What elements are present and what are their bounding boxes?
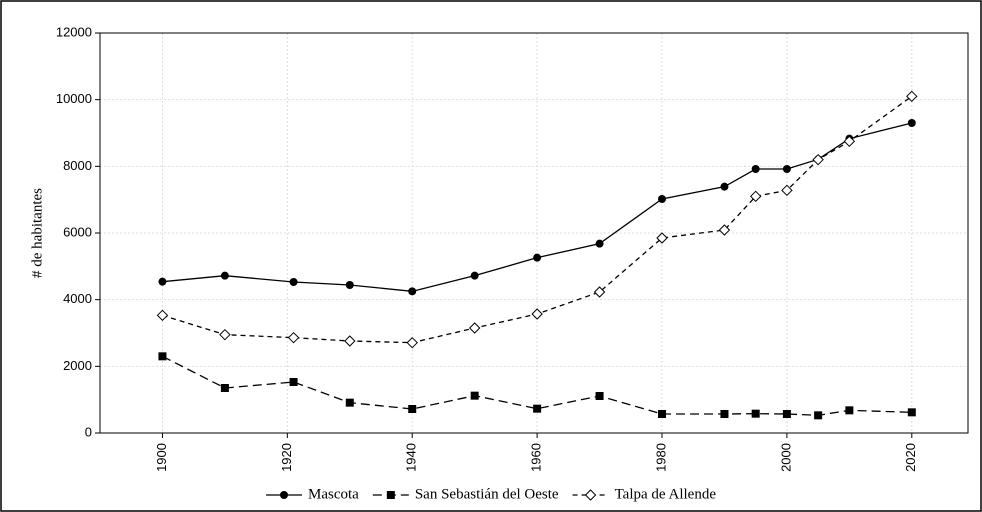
point [408, 287, 417, 296]
point [595, 392, 604, 400]
y-tick-label: 4000 [63, 291, 92, 306]
legend-marker [584, 489, 597, 501]
point [595, 239, 604, 248]
point [408, 405, 417, 413]
point [345, 281, 354, 289]
point [781, 184, 793, 197]
point [843, 135, 856, 148]
point [289, 278, 298, 286]
point [751, 409, 760, 418]
legend-marker [280, 491, 289, 499]
x-tick-label: 1980 [653, 443, 668, 472]
y-tick-label: 10000 [56, 91, 92, 106]
y-axis-label: # de habitantes [29, 188, 45, 278]
point [749, 190, 762, 203]
point [219, 328, 231, 341]
point [533, 404, 542, 413]
point [907, 119, 916, 127]
point [287, 331, 300, 344]
point [220, 271, 229, 280]
point [406, 336, 418, 349]
point [289, 378, 298, 386]
y-tick-label: 12000 [56, 24, 92, 39]
point [907, 408, 916, 417]
legend-label: Talpa de Allende [615, 486, 717, 502]
point [782, 165, 791, 173]
legend-marker [386, 491, 395, 499]
point [751, 165, 760, 173]
point [156, 309, 169, 322]
point [345, 398, 354, 407]
point [344, 335, 356, 347]
x-tick-label: 1940 [404, 443, 419, 472]
point [720, 182, 729, 191]
x-tick-label: 1960 [529, 443, 544, 472]
point [158, 352, 167, 361]
point [814, 411, 823, 420]
point [531, 308, 543, 320]
y-tick-label: 0 [85, 424, 92, 439]
point [812, 153, 824, 166]
point [220, 384, 229, 392]
plot-area [99, 32, 969, 434]
x-tick-label: 1920 [279, 443, 294, 472]
point [593, 286, 606, 298]
point [656, 232, 668, 244]
y-tick-label: 8000 [63, 158, 92, 173]
point [470, 391, 479, 400]
point [468, 322, 481, 334]
point [906, 90, 918, 103]
point [782, 410, 791, 418]
legend-label: Mascota [308, 486, 359, 502]
point [470, 271, 479, 280]
y-tick-label: 2000 [63, 358, 92, 373]
point [533, 253, 542, 262]
point [658, 195, 667, 203]
y-tick-label: 6000 [63, 224, 92, 239]
point [718, 224, 731, 236]
point [158, 277, 167, 286]
point [845, 406, 854, 415]
x-tick-label: 1900 [154, 443, 169, 472]
x-tick-label: 2000 [778, 443, 793, 472]
point [658, 410, 667, 418]
legend-label: San Sebastián del Oeste [415, 486, 559, 502]
x-tick-label: 2020 [903, 443, 918, 472]
point [720, 410, 729, 418]
